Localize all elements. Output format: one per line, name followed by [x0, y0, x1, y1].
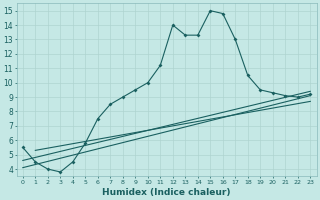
X-axis label: Humidex (Indice chaleur): Humidex (Indice chaleur) — [102, 188, 231, 197]
